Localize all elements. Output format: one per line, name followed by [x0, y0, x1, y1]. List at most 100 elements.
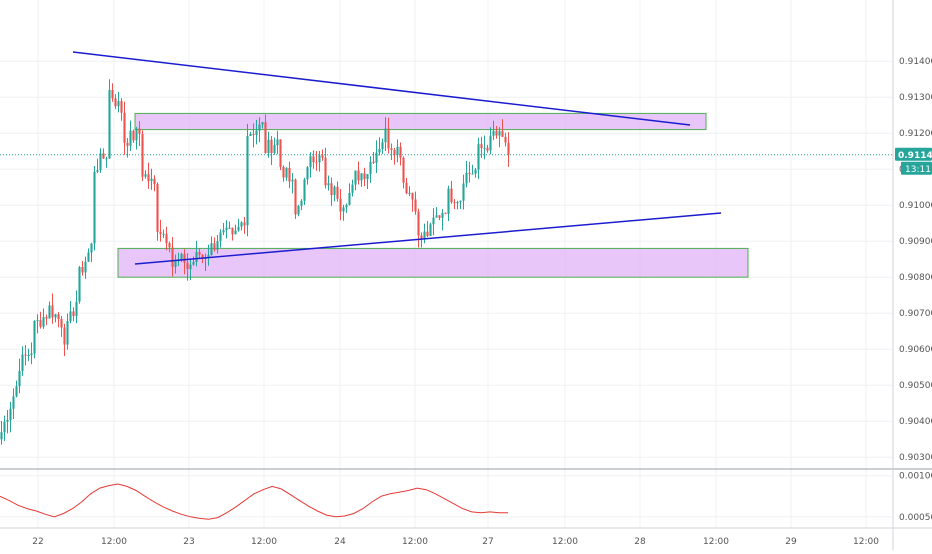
candle-body	[432, 217, 435, 225]
candle-body	[246, 135, 249, 226]
candle-body	[162, 233, 165, 235]
candle-body	[459, 200, 462, 202]
candle-body	[216, 241, 219, 250]
candle-body	[486, 147, 489, 151]
candle-body	[96, 170, 99, 172]
candle-body	[18, 370, 21, 387]
candle-body	[321, 155, 324, 158]
candle-body	[93, 171, 96, 244]
candle-body	[0, 432, 3, 440]
candle-body	[483, 147, 486, 149]
candle-body	[351, 184, 354, 193]
candle-body	[192, 262, 195, 265]
candle-body	[456, 201, 459, 204]
candle-body	[330, 183, 333, 196]
candle-body	[495, 130, 498, 136]
candle-body	[291, 179, 294, 182]
upper-trendline	[72, 51, 691, 126]
candle-body	[396, 146, 399, 155]
x-tick-label: 12:00	[552, 537, 578, 547]
candle-body	[87, 252, 90, 262]
x-tick-label: 24	[334, 537, 346, 547]
candle-body	[357, 170, 360, 181]
candle-body	[3, 421, 6, 433]
candle-body	[294, 179, 297, 215]
candle-body	[138, 128, 141, 134]
candle-body	[306, 167, 309, 180]
x-tick-label: 12:00	[101, 537, 127, 547]
x-tick-label: 12:00	[853, 537, 879, 547]
candle-body	[48, 305, 51, 319]
candle-body	[477, 144, 480, 170]
candle-body	[465, 172, 468, 184]
candle-body	[264, 122, 267, 153]
candle-body	[426, 231, 429, 236]
candle-body	[420, 235, 423, 239]
candle-body	[468, 172, 471, 175]
candle-body	[414, 199, 417, 212]
candle-body	[183, 253, 186, 263]
candles	[0, 79, 510, 445]
lower-trendline	[134, 212, 722, 265]
candle-body	[309, 156, 312, 168]
candle-body	[408, 192, 411, 194]
candle-body	[75, 301, 78, 317]
candle-body	[327, 183, 330, 186]
candle-body	[207, 254, 210, 259]
candle-body	[270, 139, 273, 153]
candle-body	[81, 267, 84, 273]
candle-body	[429, 224, 432, 236]
candle-body	[129, 130, 132, 146]
candle-body	[276, 139, 279, 146]
candle-body	[120, 101, 123, 113]
candle-body	[405, 182, 408, 194]
candle-body	[228, 227, 231, 229]
candle-body	[24, 354, 27, 356]
candle-body	[372, 161, 375, 163]
candle-body	[315, 162, 318, 164]
candle-body	[480, 144, 483, 149]
candle-body	[348, 192, 351, 205]
candle-body	[54, 314, 57, 318]
candle-body	[297, 205, 300, 215]
candle-body	[492, 130, 495, 136]
candle-body	[411, 192, 414, 200]
candle-body	[240, 222, 243, 227]
candle-body	[393, 149, 396, 155]
candle-body	[21, 354, 24, 371]
candle-body	[6, 419, 9, 422]
candle-body	[36, 320, 39, 322]
x-tick-label: 12:00	[703, 537, 729, 547]
candle-body	[333, 186, 336, 196]
candle-body	[402, 157, 405, 183]
candle-body	[360, 173, 363, 181]
candle-body	[285, 167, 288, 178]
candle-body	[171, 247, 174, 267]
candle-body	[153, 178, 156, 184]
candle-body	[201, 254, 204, 259]
candle-body	[66, 321, 69, 345]
last-price-badge	[895, 147, 932, 161]
candle-body	[126, 142, 129, 146]
candle-body	[255, 130, 258, 135]
candle-body	[369, 161, 372, 175]
candle-body	[354, 170, 357, 185]
candle-body	[123, 112, 126, 143]
candle-body	[39, 320, 42, 327]
candle-body	[441, 212, 444, 218]
candle-body	[384, 128, 387, 143]
candle-body	[111, 89, 114, 99]
candle-body	[444, 212, 447, 214]
candle-body	[312, 156, 315, 163]
candle-body	[279, 139, 282, 167]
candle-body	[165, 233, 168, 244]
candle-body	[174, 261, 177, 267]
candle-body	[57, 314, 60, 319]
